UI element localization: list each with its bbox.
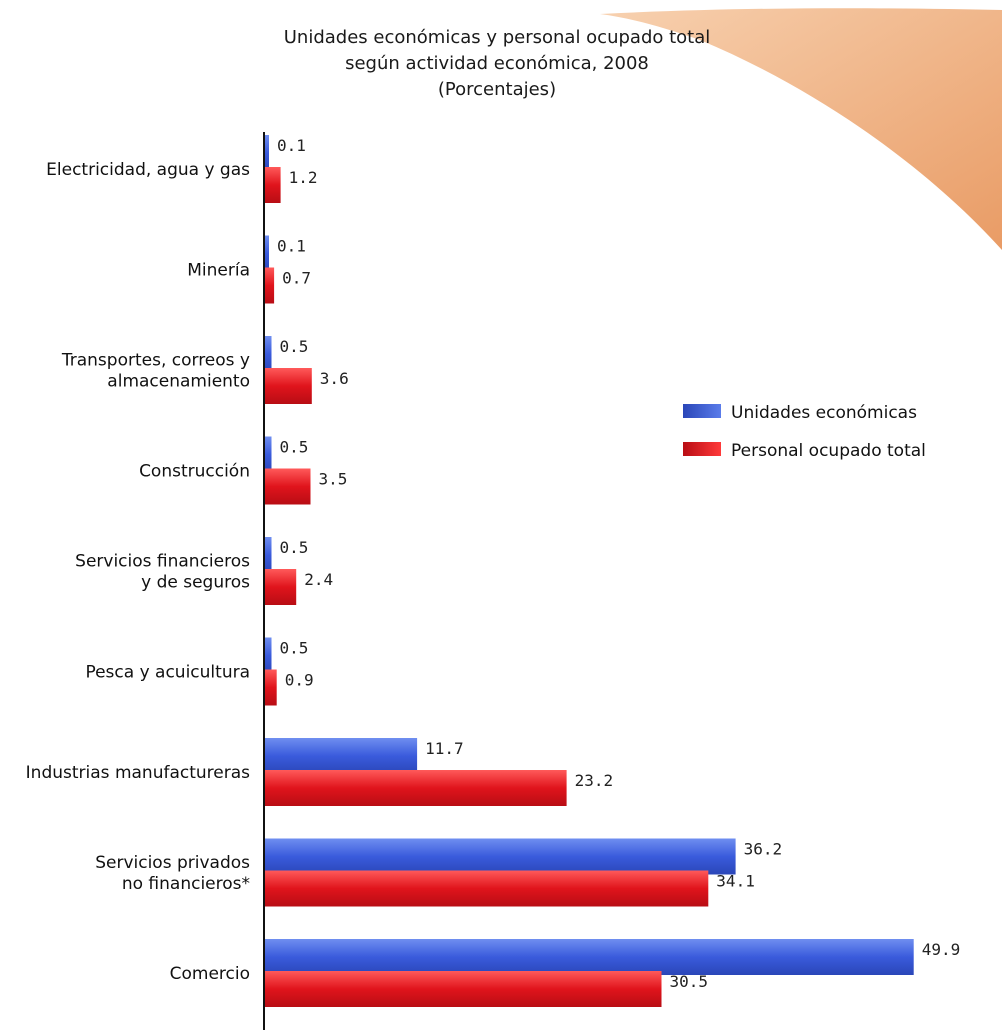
category-labels: Electricidad, agua y gas Minería Transport…	[26, 160, 250, 984]
value-label-personal: 3.6	[320, 369, 349, 388]
value-label-unidades: 36.2	[744, 840, 783, 859]
value-label-unidades: 11.7	[425, 739, 464, 758]
legend-label-personal: Personal ocupado total	[731, 441, 926, 461]
background-swoosh	[600, 8, 1002, 250]
category-label: Construcción	[139, 462, 250, 482]
bar-personal	[265, 569, 297, 605]
value-label-personal: 0.9	[285, 671, 314, 690]
bar-personal	[265, 669, 277, 706]
category-label: Servicios financieros	[75, 552, 250, 572]
title-line-2: según actividad económica, 2008	[345, 53, 649, 74]
bar-personal	[265, 368, 312, 404]
value-label-unidades: 0.1	[277, 237, 306, 256]
value-label-personal: 30.5	[670, 972, 709, 991]
bar-unidades	[265, 336, 272, 372]
value-label-personal: 2.4	[304, 570, 333, 589]
bar-unidades	[265, 637, 272, 674]
bar-personal	[265, 770, 567, 806]
bar-unidades	[265, 738, 418, 774]
category-label: Comercio	[170, 964, 250, 984]
category-label: y de seguros	[141, 573, 250, 593]
category-label: Minería	[187, 261, 250, 281]
legend-label-unidades: Unidades económicas	[731, 403, 917, 423]
category-label: no financieros*	[122, 874, 250, 894]
category-label: Industrias manufactureras	[26, 763, 250, 783]
title-line-1: Unidades económicas y personal ocupado t…	[284, 27, 711, 48]
chart-title: Unidades económicas y personal ocupado t…	[284, 27, 711, 100]
value-label-unidades: 0.5	[280, 438, 309, 457]
bar-unidades	[265, 939, 914, 975]
value-label-unidades: 0.5	[280, 337, 309, 356]
bar-personal	[265, 971, 662, 1007]
value-label-unidades: 0.5	[280, 538, 309, 557]
value-label-unidades: 49.9	[922, 940, 961, 959]
value-label-personal: 3.5	[319, 470, 348, 489]
value-label-unidades: 0.1	[277, 136, 306, 155]
bar-unidades	[265, 235, 269, 272]
bar-personal	[265, 468, 311, 505]
bar-unidades	[265, 436, 272, 473]
value-label-unidades: 0.5	[280, 639, 309, 658]
bars	[265, 135, 914, 1007]
bar-unidades	[265, 537, 272, 573]
value-label-personal: 1.2	[289, 168, 318, 187]
category-label: almacenamiento	[107, 372, 250, 392]
value-label-personal: 34.1	[716, 872, 755, 891]
bar-personal	[265, 870, 709, 907]
legend-swatch-unidades	[683, 404, 721, 418]
category-label: Transportes, correos y	[61, 351, 250, 371]
legend-swatch-personal	[683, 442, 721, 456]
value-label-personal: 0.7	[282, 269, 311, 288]
value-labels: 0.1 1.2 0.1 0.7 0.5 3.6 0.5 3.5 0.5 2.4 0.5 0.9 11.7…	[277, 136, 960, 991]
legend: Unidades económicas Personal ocupado tota…	[683, 403, 926, 461]
bar-personal	[265, 167, 281, 203]
title-line-3: (Porcentajes)	[438, 79, 556, 100]
category-label: Servicios privados	[95, 853, 250, 873]
value-label-personal: 23.2	[575, 771, 614, 790]
category-label: Electricidad, agua y gas	[46, 160, 250, 180]
bar-unidades	[265, 135, 269, 171]
bar-unidades	[265, 838, 736, 875]
category-label: Pesca y acuicultura	[85, 663, 250, 683]
bar-personal	[265, 267, 275, 304]
